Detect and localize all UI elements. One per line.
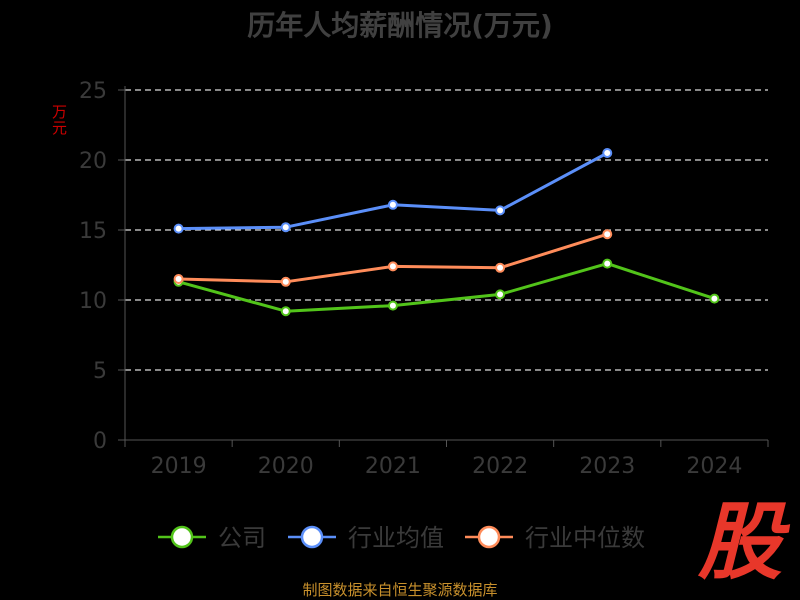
data-point-1-2019[interactable] xyxy=(173,223,184,234)
data-point-2-2019[interactable] xyxy=(173,274,184,284)
data-point-0-2021[interactable] xyxy=(387,300,398,311)
data-point-2-2021[interactable] xyxy=(387,261,398,272)
data-point-0-2024[interactable] xyxy=(709,293,720,304)
data-point-1-2022[interactable] xyxy=(495,205,506,216)
legend-label-1[interactable]: 行业均值 xyxy=(348,524,444,552)
series-line-1 xyxy=(178,151,608,231)
axis-layer: 0 5 10 15 20 25 2019 2020 2021 2022 2023 2024 xyxy=(79,79,769,479)
data-point-0-2020[interactable] xyxy=(280,306,291,317)
data-source-note: 制图数据来自恒生聚源数据库 xyxy=(302,581,498,599)
data-point-1-2023[interactable] xyxy=(602,148,613,158)
logo-mark: 股 xyxy=(697,493,782,591)
legend-marker-1[interactable] xyxy=(300,525,324,549)
x-tick-label-2023: 2023 xyxy=(579,454,635,479)
y-tick-label-0: 0 xyxy=(93,429,107,454)
series-line-2 xyxy=(178,232,608,284)
series-layer xyxy=(173,148,720,317)
x-tick-label-2020: 2020 xyxy=(258,454,314,479)
y-tick-label-10: 10 xyxy=(79,289,107,314)
series-line-0 xyxy=(178,262,715,313)
data-point-1-2021[interactable] xyxy=(387,199,398,210)
data-point-0-2022[interactable] xyxy=(495,289,506,300)
data-point-2-2020[interactable] xyxy=(280,276,291,287)
data-point-1-2020[interactable] xyxy=(280,222,291,233)
data-point-2-2023[interactable] xyxy=(602,229,613,240)
y-tick-label-5: 5 xyxy=(93,359,107,384)
y-tick-label-15: 15 xyxy=(79,219,107,244)
y-tick-label-20: 20 xyxy=(79,149,107,174)
x-tick-label-2022: 2022 xyxy=(472,454,528,479)
data-point-0-2023[interactable] xyxy=(602,258,613,269)
legend-label-0[interactable]: 公司 xyxy=(218,524,266,552)
y-tick-label-25: 25 xyxy=(79,79,107,104)
legend-marker-2[interactable] xyxy=(477,525,501,549)
legend-marker-0[interactable] xyxy=(170,525,194,549)
grid-layer xyxy=(125,89,768,371)
x-tick-label-2024: 2024 xyxy=(686,454,742,479)
x-tick-label-2019: 2019 xyxy=(151,454,207,479)
x-tick-label-2021: 2021 xyxy=(365,454,421,479)
legend[interactable]: 公司 行业均值 行业中位数 xyxy=(158,524,645,552)
chart-title: 历年人均薪酬情况(万元) xyxy=(247,9,553,42)
data-point-2-2022[interactable] xyxy=(495,262,506,273)
y-axis-unit-label: 万元 xyxy=(52,103,68,137)
legend-label-2[interactable]: 行业中位数 xyxy=(525,524,645,552)
